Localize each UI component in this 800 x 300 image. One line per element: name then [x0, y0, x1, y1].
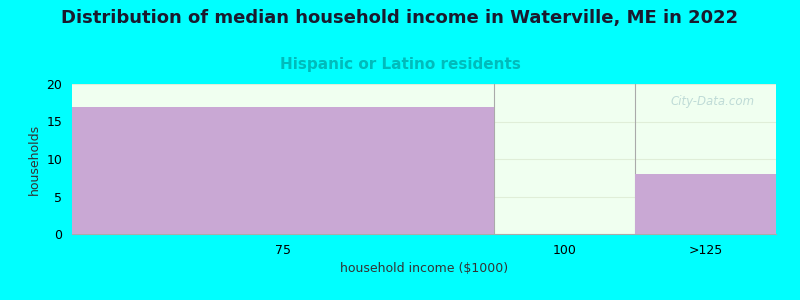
Bar [72, 106, 494, 234]
Bar [635, 174, 776, 234]
Y-axis label: households: households [28, 123, 41, 195]
Text: Hispanic or Latino residents: Hispanic or Latino residents [279, 57, 521, 72]
Text: Distribution of median household income in Waterville, ME in 2022: Distribution of median household income … [62, 9, 738, 27]
X-axis label: household income ($1000): household income ($1000) [340, 262, 508, 275]
Text: City-Data.com: City-Data.com [670, 94, 755, 107]
